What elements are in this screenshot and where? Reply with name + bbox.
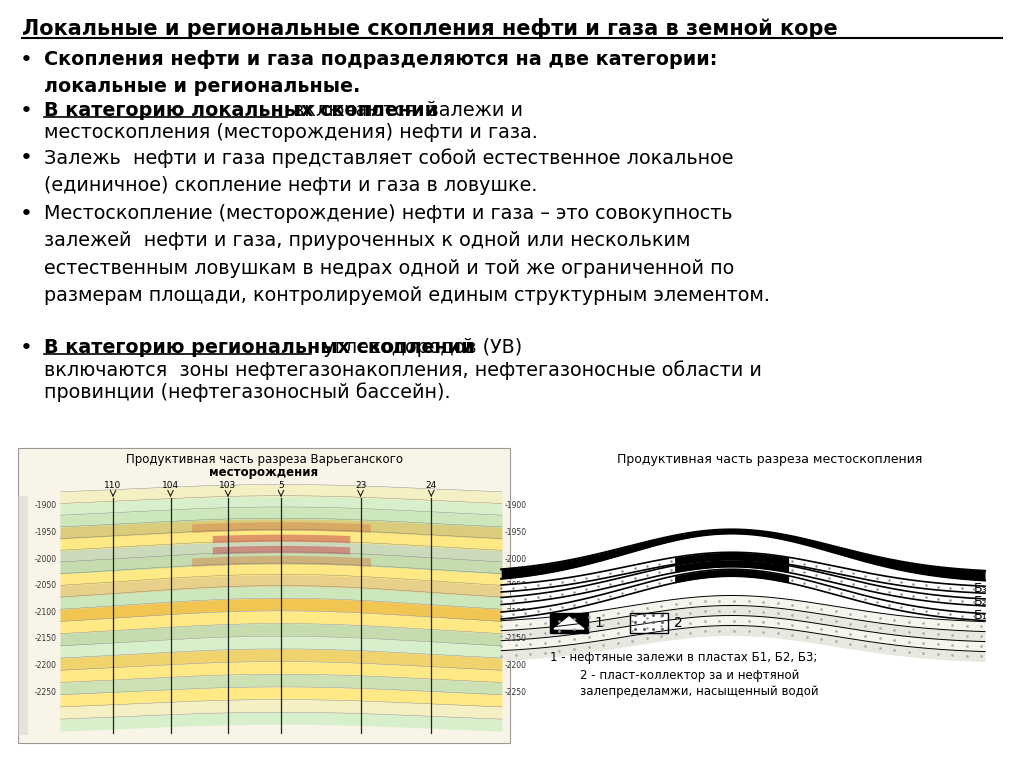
Text: -2200: -2200 bbox=[505, 661, 527, 670]
Text: -2100: -2100 bbox=[505, 607, 527, 617]
Bar bbox=[630, 613, 668, 633]
Text: Б₁: Б₁ bbox=[974, 609, 987, 622]
Text: провинции (нефтегазоносный бассейн).: провинции (нефтегазоносный бассейн). bbox=[44, 382, 451, 402]
Text: Б₂: Б₂ bbox=[974, 594, 987, 607]
Text: •: • bbox=[20, 50, 33, 70]
Text: Залежь  нефти и газа представляет собой естественное локальное
(единичное) скопл: Залежь нефти и газа представляет собой е… bbox=[44, 148, 733, 195]
Text: •: • bbox=[20, 101, 33, 121]
Polygon shape bbox=[554, 617, 584, 629]
Text: В категорию локальных скоплений: В категорию локальных скоплений bbox=[44, 101, 438, 120]
Bar bbox=[18, 448, 510, 743]
Text: Скопления нефти и газа подразделяются на две категории:
локальные и региональные: Скопления нефти и газа подразделяются на… bbox=[44, 50, 718, 96]
Text: -2050: -2050 bbox=[505, 581, 527, 591]
Text: 23: 23 bbox=[355, 481, 367, 490]
Text: •: • bbox=[20, 338, 33, 358]
Text: -2250: -2250 bbox=[35, 687, 57, 697]
Text: -2250: -2250 bbox=[505, 687, 527, 697]
Text: •: • bbox=[20, 148, 33, 168]
Text: включаются  зоны нефтегазонакопления, нефтегазоносные области и: включаются зоны нефтегазонакопления, неф… bbox=[44, 360, 762, 379]
Text: 2: 2 bbox=[674, 616, 683, 630]
Text: 1 - нефтяные залежи в пластах Б1, Б2, Б3;: 1 - нефтяные залежи в пластах Б1, Б2, Б3… bbox=[550, 651, 817, 664]
Text: В категорию региональных скоплений: В категорию региональных скоплений bbox=[44, 338, 475, 357]
Text: Продуктивная часть разреза Варьеганского: Продуктивная часть разреза Варьеганского bbox=[126, 453, 402, 466]
Text: -1950: -1950 bbox=[505, 528, 527, 537]
Text: -2000: -2000 bbox=[505, 554, 527, 564]
Text: 104: 104 bbox=[162, 481, 179, 490]
Text: 1: 1 bbox=[594, 616, 603, 630]
Text: -1950: -1950 bbox=[35, 528, 57, 537]
Text: включаются  залежи и: включаются залежи и bbox=[288, 101, 523, 120]
Text: 5: 5 bbox=[279, 481, 284, 490]
Text: -2050: -2050 bbox=[35, 581, 57, 591]
Text: залепределамжи, насыщенный водой: залепределамжи, насыщенный водой bbox=[580, 685, 818, 698]
Text: углеводородов (УВ): углеводородов (УВ) bbox=[311, 338, 522, 357]
Text: -2150: -2150 bbox=[505, 634, 527, 644]
Text: -1900: -1900 bbox=[35, 502, 57, 511]
Text: 2 - пласт-коллектор за и нефтяной: 2 - пласт-коллектор за и нефтяной bbox=[580, 669, 800, 682]
Text: 24: 24 bbox=[426, 481, 437, 490]
Text: месторождения: месторождения bbox=[210, 466, 318, 479]
Bar bbox=[18, 496, 28, 735]
Text: местоскопления (месторождения) нефти и газа.: местоскопления (месторождения) нефти и г… bbox=[44, 123, 538, 142]
Text: •: • bbox=[20, 204, 33, 224]
Text: Местоскопление (месторождение) нефти и газа – это совокупность
залежей  нефти и : Местоскопление (месторождение) нефти и г… bbox=[44, 204, 770, 305]
Bar bbox=[550, 613, 588, 633]
Text: Б₃: Б₃ bbox=[974, 582, 987, 595]
Text: -2100: -2100 bbox=[35, 607, 57, 617]
Text: Локальные и региональные скопления нефти и газа в земной коре: Локальные и региональные скопления нефти… bbox=[22, 18, 838, 39]
Text: Продуктивная часть разреза местоскопления: Продуктивная часть разреза местоскоплени… bbox=[617, 453, 923, 466]
Text: -2150: -2150 bbox=[35, 634, 57, 644]
Text: 103: 103 bbox=[219, 481, 237, 490]
Text: -1900: -1900 bbox=[505, 502, 527, 511]
Text: -2000: -2000 bbox=[35, 554, 57, 564]
Text: -2200: -2200 bbox=[35, 661, 57, 670]
Text: 110: 110 bbox=[104, 481, 122, 490]
